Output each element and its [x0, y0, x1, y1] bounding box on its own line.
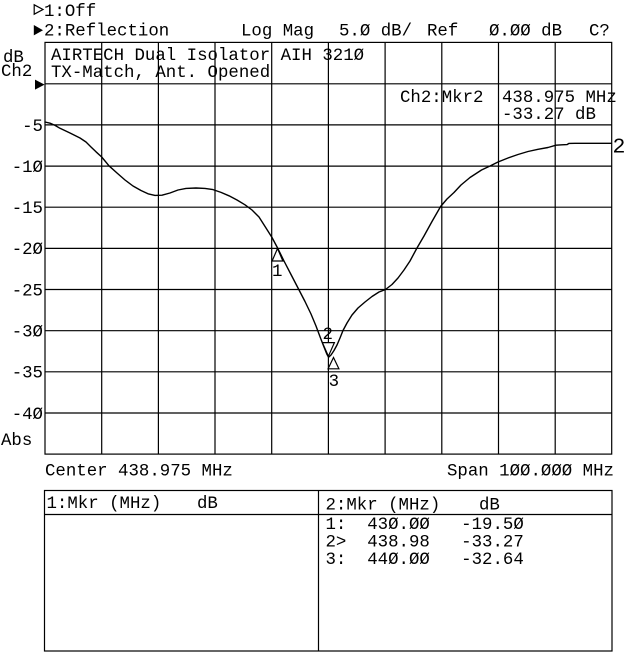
svg-text:-1Ø: -1Ø: [12, 159, 43, 178]
svg-text:3: 44Ø.ØØ -32.64: 3: 44Ø.ØØ -32.64: [326, 551, 524, 570]
svg-text:1:Off: 1:Off: [44, 3, 96, 22]
svg-text:-33.27 dB: -33.27 dB: [502, 106, 596, 125]
svg-text:3: 3: [329, 373, 339, 392]
svg-text:2:Mkr (MHz): 2:Mkr (MHz): [326, 497, 441, 516]
svg-text:-2Ø: -2Ø: [12, 241, 43, 260]
svg-text:1: 1: [272, 263, 282, 282]
svg-text:1:Mkr (MHz): 1:Mkr (MHz): [47, 495, 162, 514]
svg-text:-15: -15: [12, 200, 43, 219]
svg-text:Ref: Ref: [427, 23, 458, 42]
svg-text:Log Mag: Log Mag: [241, 23, 314, 42]
svg-text:2:Reflection: 2:Reflection: [44, 23, 169, 42]
svg-text:2> 438.98 -33.27: 2> 438.98 -33.27: [326, 533, 524, 552]
svg-text:Ø.ØØ dB: Ø.ØØ dB: [489, 23, 562, 42]
svg-text:-4Ø: -4Ø: [12, 406, 43, 425]
svg-text:AIRTECH Dual Isolator AIH 321Ø: AIRTECH Dual Isolator AIH 321Ø: [51, 47, 364, 66]
svg-text:Abs: Abs: [1, 432, 32, 451]
svg-text:438.975 MHz: 438.975 MHz: [502, 89, 617, 108]
svg-text:C?: C?: [589, 23, 610, 42]
svg-text:Span 1ØØ.ØØØ MHz: Span 1ØØ.ØØØ MHz: [447, 463, 614, 482]
svg-text:-3Ø: -3Ø: [12, 324, 43, 343]
svg-text:Center 438.975 MHz: Center 438.975 MHz: [45, 463, 233, 482]
svg-text:dB: dB: [479, 497, 500, 516]
svg-text:-5: -5: [22, 118, 43, 137]
svg-text:2: 2: [613, 136, 626, 160]
svg-text:5.Ø dB/: 5.Ø dB/: [339, 23, 412, 42]
svg-text:2: 2: [323, 326, 333, 345]
svg-text:-25: -25: [12, 282, 43, 301]
svg-text:dB: dB: [197, 495, 218, 514]
svg-text:Ch2:Mkr2: Ch2:Mkr2: [400, 89, 484, 108]
svg-text:-35: -35: [12, 365, 43, 384]
svg-text:dB: dB: [3, 49, 24, 68]
svg-text:Ch2: Ch2: [1, 63, 32, 82]
svg-text:1: 43Ø.ØØ -19.5Ø: 1: 43Ø.ØØ -19.5Ø: [326, 516, 524, 535]
svg-text:TX-Match, Ant. Opened: TX-Match, Ant. Opened: [51, 64, 270, 83]
